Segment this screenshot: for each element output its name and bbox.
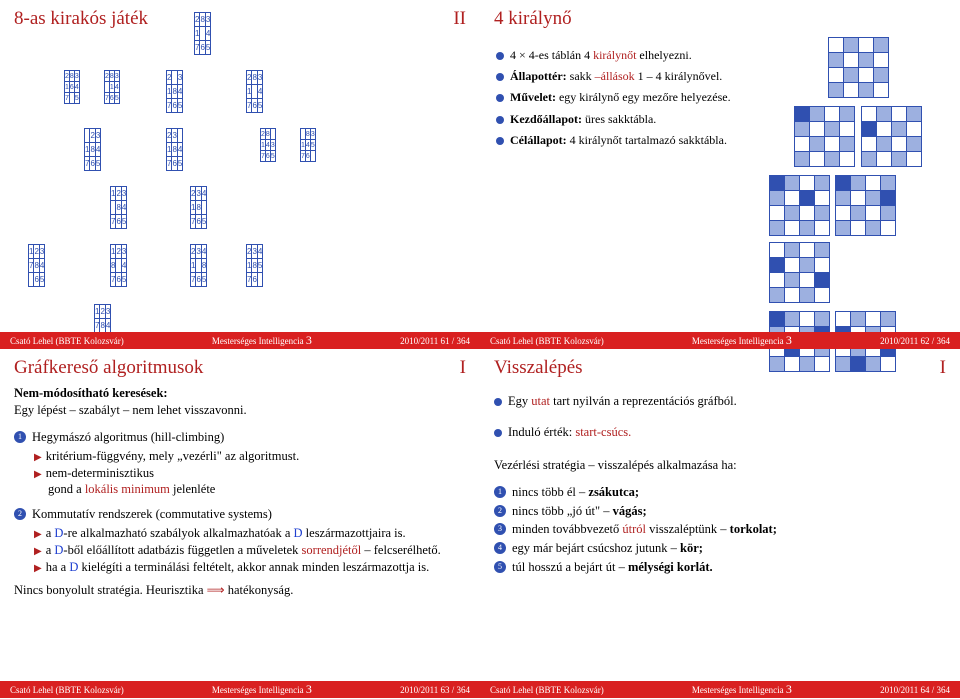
bullet-icon [494, 429, 502, 437]
footer-num: 3 [306, 333, 312, 347]
tri-icon: ▶ [34, 452, 42, 463]
num-icon-1: 1 [494, 486, 506, 498]
num-icon-5: 5 [494, 561, 506, 573]
title-text: Visszalépés [494, 357, 583, 378]
num-icon-2: 2 [494, 505, 506, 517]
arrow-icon: ⟹ [207, 583, 225, 597]
tri-icon: ▶ [34, 563, 42, 574]
body: Nem-módosítható keresések: Egy lépést – … [14, 385, 466, 599]
title: Gráfkereső algoritmusok I [14, 357, 466, 379]
bullet-icon [496, 94, 504, 102]
footer: Csató Lehel (BBTE Kolozsvár) Mesterséges… [480, 681, 960, 698]
bullet-icon [496, 116, 504, 124]
body: Egy utat tart nyilván a reprezentációs g… [494, 385, 946, 576]
title-text: 4 királynő [494, 8, 572, 29]
footer-left: Csató Lehel (BBTE Kolozsvár) [0, 336, 134, 346]
num-icon-4: 4 [494, 542, 506, 554]
bullet-icon [496, 137, 504, 145]
bullet-icon [494, 398, 502, 406]
tri-icon: ▶ [34, 529, 42, 540]
num-icon-3: 3 [494, 523, 506, 535]
title-roman: I [460, 357, 466, 379]
queen-text: 4 × 4-es táblán 4 királynőt elhelyezni. … [496, 42, 736, 153]
bullet-icon [496, 73, 504, 81]
tri-icon: ▶ [34, 546, 42, 557]
footer-right: 2010/2011 61 / 364 [390, 336, 480, 346]
title-text: Gráfkereső algoritmusok [14, 357, 203, 378]
slide-1: 8-as kirakós játék II 28314765 28316475 … [0, 0, 480, 349]
slide-2: 4 királynő 4 × 4-es táblán 4 királynőt e… [480, 0, 960, 349]
title: 4 királynő [494, 8, 946, 30]
bullet-icon [496, 52, 504, 60]
title-text: 8-as kirakós játék [14, 8, 148, 29]
slide-3: Gráfkereső algoritmusok I Nem-módosíthat… [0, 349, 480, 698]
title-roman: I [940, 357, 946, 379]
queen-boards [768, 36, 948, 377]
board-root: 28314765 [194, 12, 211, 55]
title: 8-as kirakós játék II [14, 8, 466, 30]
footer: Csató Lehel (BBTE Kolozsvár) Mesterséges… [0, 332, 480, 349]
tri-icon: ▶ [34, 469, 42, 480]
title-roman: II [453, 8, 466, 30]
num-icon-2: 2 [14, 508, 26, 520]
num-icon-1: 1 [14, 431, 26, 443]
footer: Csató Lehel (BBTE Kolozsvár) Mesterséges… [0, 681, 480, 698]
slide-4: Visszalépés I Egy utat tart nyilván a re… [480, 349, 960, 698]
footer: Csató Lehel (BBTE Kolozsvár) Mesterséges… [480, 332, 960, 349]
title: Visszalépés I [494, 357, 946, 379]
footer-mid: Mesterséges Intelligencia [212, 336, 304, 346]
